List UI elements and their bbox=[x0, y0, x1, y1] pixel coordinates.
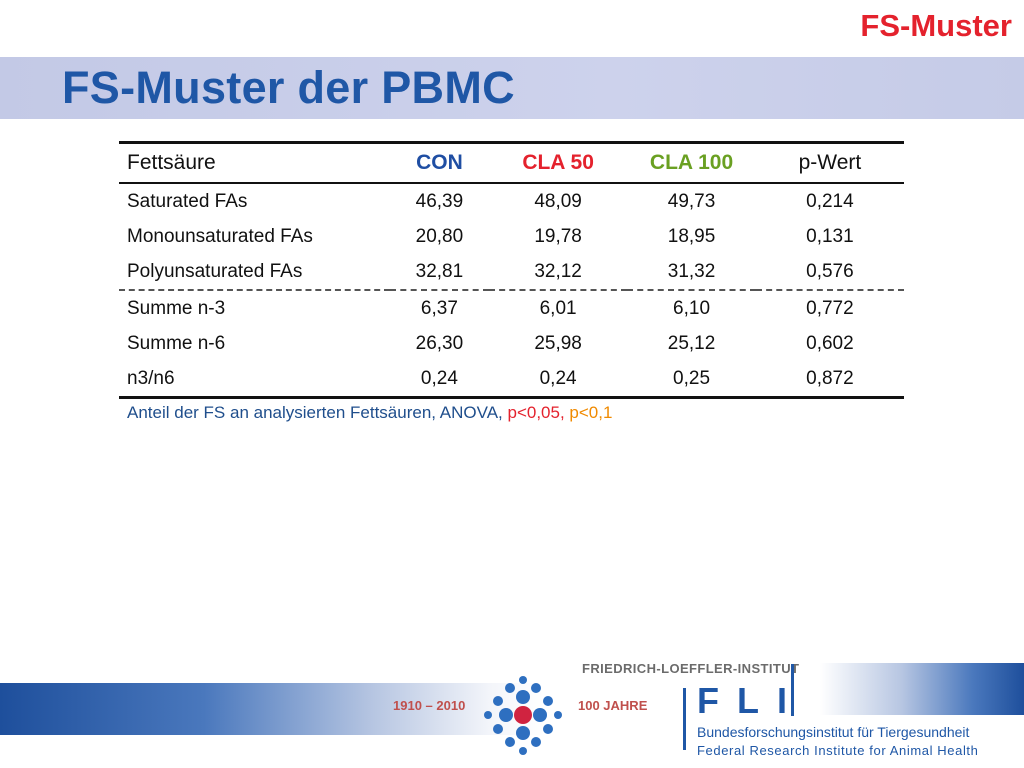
table-row: Monounsaturated FAs 20,80 19,78 18,95 0,… bbox=[119, 219, 904, 254]
row-label: Saturated FAs bbox=[127, 190, 248, 212]
slide-title: FS-Muster der PBMC bbox=[62, 62, 515, 113]
cell-cla50: 25,98 bbox=[534, 332, 582, 354]
cell-cla100: 6,10 bbox=[673, 297, 711, 319]
cell-cla50: 32,12 bbox=[488, 254, 628, 291]
cell-p-wert: 0,131 bbox=[806, 225, 854, 247]
cell-cla50: 6,01 bbox=[539, 297, 577, 319]
fatty-acid-table: Fettsäure CON CLA 50 CLA 100 p-Wert Satu… bbox=[119, 141, 904, 399]
row-label: Summe n-6 bbox=[127, 332, 226, 354]
anniversary-label: 100 JAHRE bbox=[578, 698, 648, 713]
footnote-significance-005: p<0,05, bbox=[507, 403, 565, 422]
cell-cla100: 18,95 bbox=[667, 225, 716, 247]
title-band bbox=[0, 57, 1024, 119]
cell-cla50: 19,78 bbox=[534, 225, 582, 247]
anniversary-dots-logo bbox=[484, 676, 562, 755]
cell-p-wert: 0,772 bbox=[806, 297, 854, 319]
footnote-significance-01: p<0,1 bbox=[569, 403, 613, 422]
cell-con: 26,30 bbox=[415, 332, 464, 354]
logo-divider bbox=[791, 664, 794, 716]
table-row: Summe n-6 26,30 25,98 25,12 0,602 bbox=[119, 326, 904, 361]
fli-logo: FLI bbox=[697, 680, 805, 721]
institute-subtitle-de: Bundesforschungsinstitut für Tiergesundh… bbox=[697, 724, 970, 740]
table-footnote: Anteil der FS an analysierten Fettsäuren… bbox=[127, 403, 612, 423]
cell-p-wert: 0,872 bbox=[806, 367, 854, 389]
footnote-text: Anteil der FS an analysierten Fettsäuren… bbox=[127, 403, 508, 422]
header-p-wert: p-Wert bbox=[798, 151, 862, 174]
footer-gradient-right bbox=[820, 663, 1024, 715]
row-label: Polyunsaturated FAs bbox=[119, 254, 390, 291]
cell-p-wert: 0,576 bbox=[755, 254, 904, 291]
cell-con: 32,81 bbox=[389, 254, 489, 291]
header-cla100: CLA 100 bbox=[649, 151, 734, 174]
cell-p-wert: 0,602 bbox=[806, 332, 854, 354]
cell-cla100: 49,73 bbox=[667, 190, 716, 212]
table-row: Summe n-3 6,37 6,01 6,10 0,772 bbox=[119, 290, 904, 326]
table-row: Polyunsaturated FAs 32,81 32,12 31,32 0,… bbox=[119, 254, 904, 291]
row-label: n3/n6 bbox=[127, 367, 175, 389]
footer-gradient-left bbox=[0, 683, 680, 735]
cell-con: 20,80 bbox=[415, 225, 464, 247]
institute-name: FRIEDRICH-LOEFFLER-INSTITUT bbox=[582, 661, 800, 676]
cell-con: 46,39 bbox=[415, 190, 464, 212]
table-row: n3/n6 0,24 0,24 0,25 0,872 bbox=[119, 361, 904, 398]
header-fettsaeure: Fettsäure bbox=[127, 151, 216, 174]
cell-con: 0,24 bbox=[420, 367, 458, 389]
header-con: CON bbox=[416, 151, 463, 174]
section-label: FS-Muster bbox=[860, 8, 1012, 43]
cell-cla100: 0,25 bbox=[673, 367, 711, 389]
cell-con: 6,37 bbox=[420, 297, 458, 319]
table-row: Saturated FAs 46,39 48,09 49,73 0,214 bbox=[119, 183, 904, 219]
row-label: Monounsaturated FAs bbox=[127, 225, 313, 247]
header-cla50: CLA 50 bbox=[522, 151, 594, 174]
table-header-row: Fettsäure CON CLA 50 CLA 100 p-Wert bbox=[119, 142, 904, 183]
institute-subtitle-en: Federal Research Institute for Animal He… bbox=[697, 743, 979, 758]
logo-divider bbox=[683, 688, 686, 750]
cell-cla100: 31,32 bbox=[627, 254, 756, 291]
cell-cla50: 48,09 bbox=[534, 190, 582, 212]
row-label: Summe n-3 bbox=[127, 297, 226, 319]
anniversary-years: 1910 – 2010 bbox=[393, 698, 466, 713]
cell-p-wert: 0,214 bbox=[806, 190, 854, 212]
cell-cla50: 0,24 bbox=[539, 367, 577, 389]
cell-cla100: 25,12 bbox=[667, 332, 716, 354]
